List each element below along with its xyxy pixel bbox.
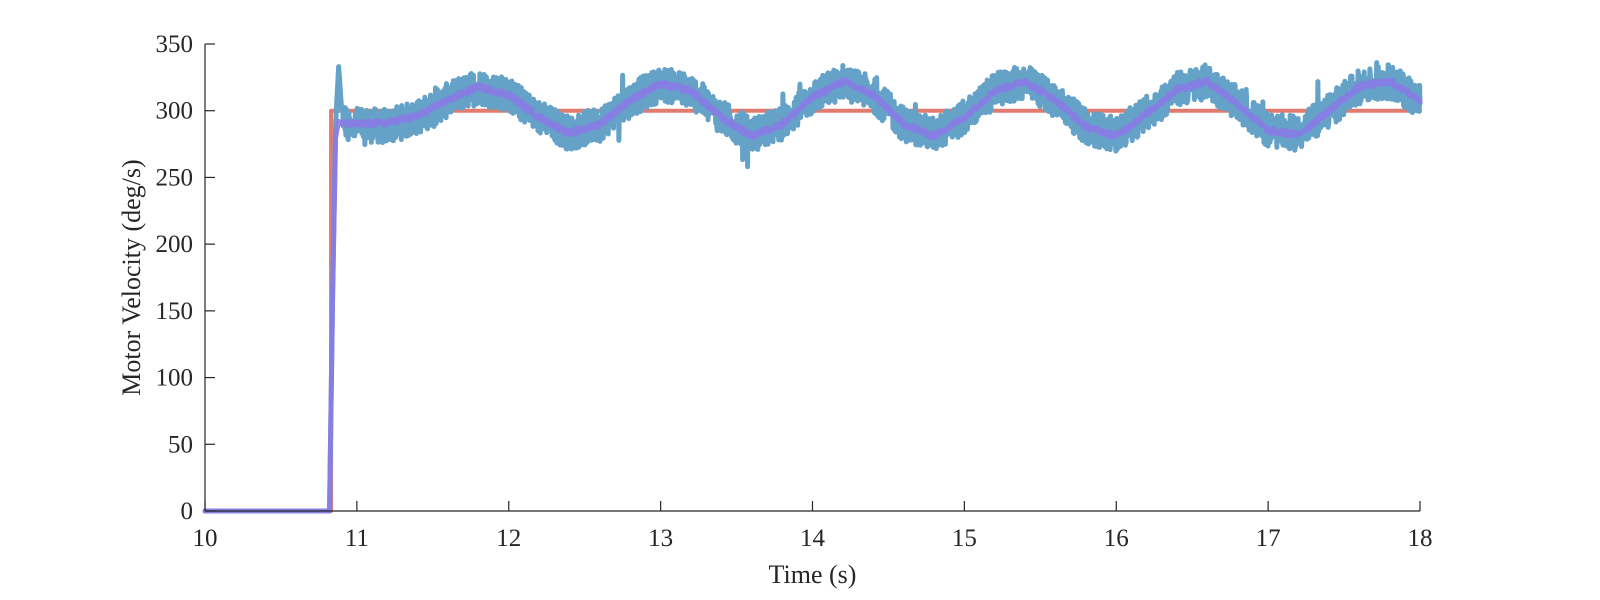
y-ticks: 0 50 100 150 200 250 300 350 bbox=[156, 31, 215, 525]
x-tick-label: 10 bbox=[193, 525, 218, 552]
filtered-velocity-line bbox=[202, 76, 1423, 514]
x-tick-label: 16 bbox=[1104, 525, 1129, 552]
x-tick-label: 17 bbox=[1256, 525, 1281, 552]
x-tick-label: 18 bbox=[1408, 525, 1433, 552]
x-axis-label: Time (s) bbox=[769, 560, 857, 589]
x-ticks: 10 11 12 13 14 15 16 17 18 bbox=[193, 501, 1433, 552]
plot-series bbox=[202, 60, 1423, 514]
y-tick-label: 0 bbox=[181, 498, 194, 525]
y-tick-label: 50 bbox=[168, 431, 193, 458]
x-tick-label: 12 bbox=[496, 525, 521, 552]
measured-velocity-line bbox=[202, 60, 1423, 514]
x-tick-label: 11 bbox=[345, 525, 369, 552]
y-axis-label: Motor Velocity (deg/s) bbox=[117, 159, 146, 395]
y-tick-label: 250 bbox=[156, 164, 194, 191]
y-tick-label: 100 bbox=[156, 365, 194, 392]
y-tick-label: 350 bbox=[156, 31, 194, 58]
x-tick-label: 15 bbox=[952, 525, 977, 552]
x-tick-label: 13 bbox=[648, 525, 673, 552]
y-tick-label: 300 bbox=[156, 98, 194, 125]
x-tick-label: 14 bbox=[800, 525, 826, 552]
y-tick-label: 200 bbox=[156, 231, 194, 258]
reference-step-line bbox=[203, 108, 1422, 513]
y-tick-label: 150 bbox=[156, 298, 194, 325]
